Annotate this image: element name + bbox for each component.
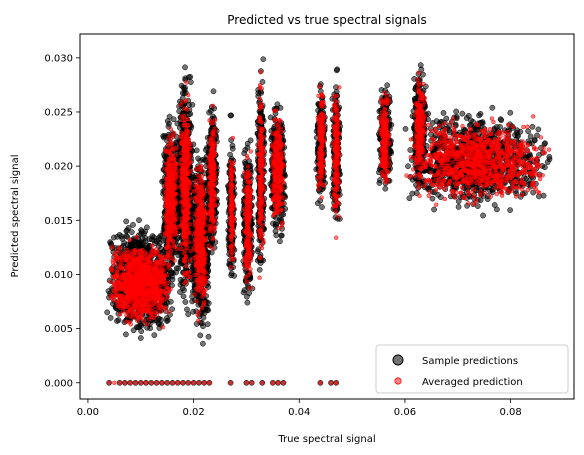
- sample-prediction-point: [141, 230, 147, 237]
- sample-prediction-point: [167, 298, 174, 305]
- sample-prediction-point: [241, 287, 248, 293]
- sample-prediction-point: [182, 64, 188, 71]
- sample-prediction-point: [147, 325, 154, 332]
- sample-prediction-point: [138, 328, 145, 335]
- sample-prediction-point: [255, 90, 262, 97]
- sample-prediction-point: [256, 266, 263, 273]
- sample-prediction-point: [189, 298, 196, 305]
- sample-prediction-point: [193, 147, 200, 154]
- sample-prediction-point: [247, 137, 254, 144]
- sample-prediction-point: [260, 56, 267, 63]
- sample-prediction-point: [139, 235, 146, 242]
- sample-prediction-point: [164, 318, 170, 324]
- sample-prediction-point: [227, 151, 233, 158]
- sample-prediction-point: [205, 333, 212, 340]
- sample-prediction-point: [190, 308, 196, 315]
- sample-prediction-point: [187, 74, 194, 80]
- sample-prediction-point: [137, 335, 144, 341]
- sample-prediction-point: [185, 311, 192, 318]
- sample-prediction-point: [231, 273, 238, 279]
- sample-prediction-point: [210, 88, 217, 95]
- sample-prediction-point: [376, 180, 383, 186]
- sample-prediction-point: [123, 228, 130, 235]
- sample-prediction-point: [104, 309, 111, 316]
- sample-prediction-point: [169, 273, 175, 280]
- points-layer: [104, 56, 553, 386]
- chart-title: Predicted vs true spectral signals: [227, 13, 427, 27]
- sample-prediction-point: [319, 204, 325, 210]
- sample-prediction-point: [314, 200, 321, 207]
- sample-prediction-point: [384, 82, 391, 89]
- sample-prediction-point: [244, 299, 251, 306]
- sample-prediction-point: [277, 238, 283, 245]
- sample-prediction-point: [184, 306, 190, 313]
- sample-prediction-point: [227, 112, 234, 119]
- sample-prediction-point: [160, 237, 167, 244]
- sample-prediction-point: [182, 299, 189, 305]
- sample-prediction-point: [137, 241, 144, 248]
- sample-prediction-point: [180, 293, 187, 300]
- sample-prediction-point: [334, 66, 341, 73]
- sample-prediction-point: [204, 321, 211, 328]
- sample-prediction-point: [197, 332, 204, 339]
- sample-prediction-point: [108, 240, 114, 247]
- sample-prediction-point: [149, 233, 156, 239]
- sample-prediction-point: [187, 79, 194, 85]
- sample-prediction-point: [151, 332, 158, 338]
- sample-prediction-point: [206, 109, 212, 116]
- sample-prediction-point: [169, 306, 175, 312]
- sample-prediction-point: [136, 217, 142, 223]
- sample-prediction-point: [177, 281, 184, 288]
- sample-prediction-point: [130, 222, 136, 228]
- sample-prediction-point: [242, 147, 249, 153]
- sample-prediction-point: [208, 249, 215, 256]
- sample-prediction-point: [130, 327, 137, 334]
- sample-prediction-point: [114, 233, 121, 240]
- sample-prediction-point: [200, 340, 206, 347]
- sample-prediction-point: [123, 218, 130, 225]
- sample-prediction-point: [114, 318, 120, 324]
- sample-prediction-point: [246, 290, 252, 296]
- sample-prediction-point: [229, 142, 236, 149]
- sample-prediction-point: [123, 331, 129, 338]
- sample-prediction-point: [160, 133, 167, 139]
- sample-prediction-point: [382, 185, 389, 192]
- sample-prediction-point: [200, 323, 206, 330]
- sample-prediction-point: [278, 232, 285, 239]
- sample-prediction-point: [197, 157, 204, 164]
- sample-prediction-point: [107, 315, 114, 321]
- sample-prediction-point: [175, 265, 182, 272]
- sample-prediction-point: [272, 228, 279, 235]
- sample-prediction-point: [166, 120, 172, 127]
- sample-prediction-point: [166, 113, 173, 120]
- sample-prediction-point: [128, 229, 135, 235]
- sample-prediction-point: [179, 90, 186, 96]
